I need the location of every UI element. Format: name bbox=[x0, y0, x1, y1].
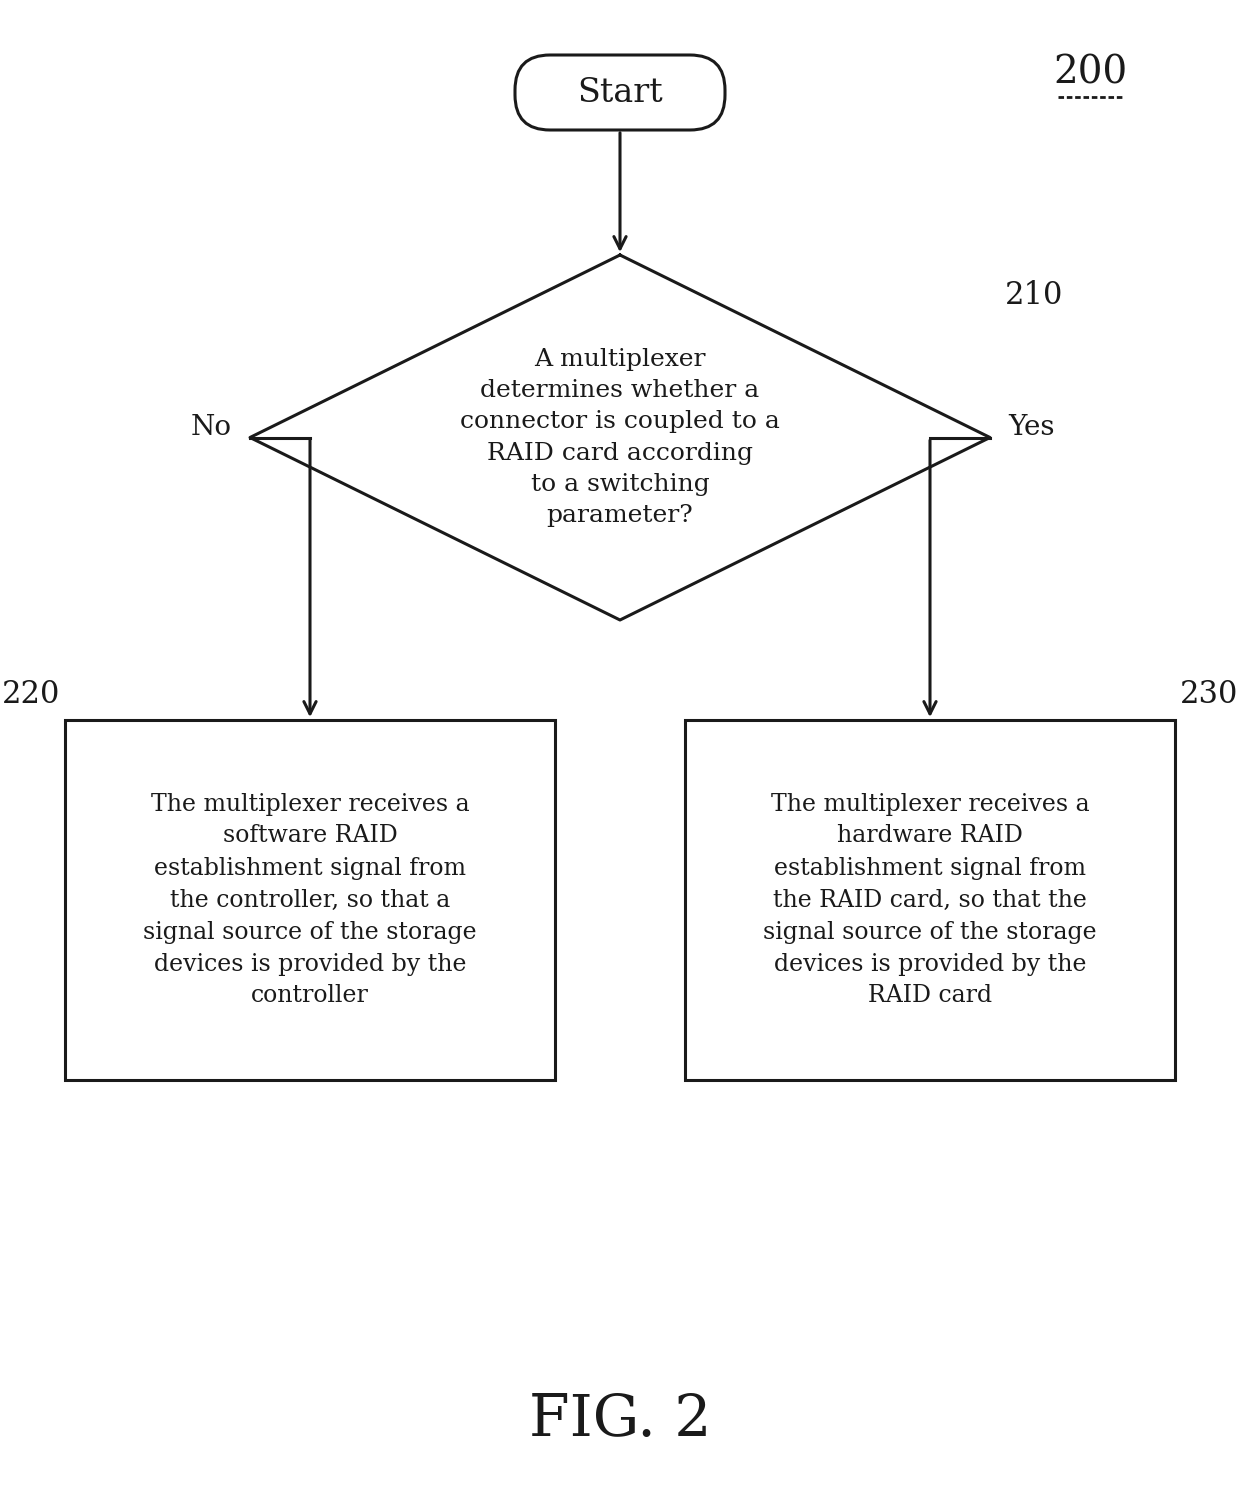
Text: A multiplexer
determines whether a
connector is coupled to a
RAID card according: A multiplexer determines whether a conne… bbox=[460, 348, 780, 527]
Text: 220: 220 bbox=[1, 679, 60, 710]
Text: No: No bbox=[191, 415, 232, 442]
Text: Yes: Yes bbox=[1008, 415, 1054, 442]
Text: The multiplexer receives a
software RAID
establishment signal from
the controlle: The multiplexer receives a software RAID… bbox=[143, 793, 477, 1008]
FancyBboxPatch shape bbox=[64, 719, 556, 1080]
Text: 210: 210 bbox=[1004, 279, 1064, 311]
Polygon shape bbox=[250, 255, 990, 620]
Text: Start: Start bbox=[577, 77, 663, 108]
Text: The multiplexer receives a
hardware RAID
establishment signal from
the RAID card: The multiplexer receives a hardware RAID… bbox=[763, 793, 1097, 1008]
Text: 200: 200 bbox=[1053, 56, 1127, 92]
Text: 230: 230 bbox=[1180, 679, 1239, 710]
Text: FIG. 2: FIG. 2 bbox=[528, 1392, 712, 1448]
FancyBboxPatch shape bbox=[684, 719, 1176, 1080]
FancyBboxPatch shape bbox=[515, 56, 725, 131]
